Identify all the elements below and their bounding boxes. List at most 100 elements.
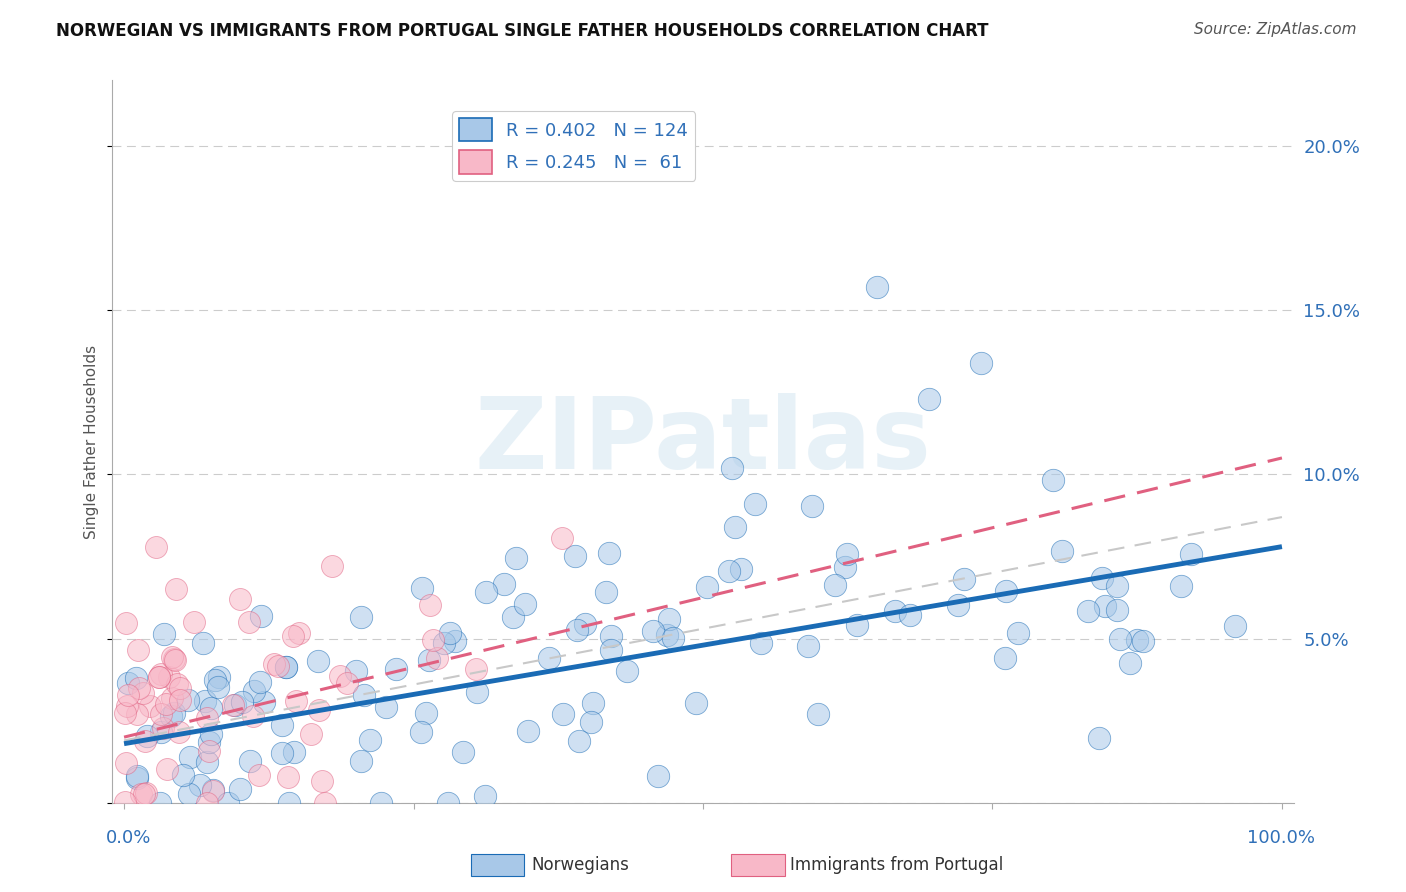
Point (160, 691, 183, 706)
Point (188, 779, 211, 793)
Point (375, 700, 398, 714)
Point (883, 604, 905, 618)
Point (229, 592, 252, 607)
Point (433, 636, 456, 650)
Point (117, 676, 139, 690)
Point (1170, 578, 1192, 592)
Point (550, 531, 572, 545)
Point (744, 497, 766, 511)
Point (139, 698, 162, 713)
Point (131, 686, 153, 700)
Point (195, 756, 218, 770)
Point (647, 769, 669, 783)
Point (1091, 571, 1114, 585)
Point (152, 721, 174, 735)
Point (124, 671, 146, 685)
Point (208, 670, 231, 684)
Point (250, 609, 273, 624)
Point (465, 684, 488, 698)
Point (1077, 604, 1099, 618)
Point (1132, 633, 1154, 648)
Point (163, 652, 186, 666)
Point (567, 623, 589, 637)
Point (195, 711, 218, 725)
Point (411, 582, 433, 596)
Point (344, 664, 367, 678)
Point (179, 749, 201, 764)
Point (350, 754, 373, 768)
Point (194, 694, 217, 708)
Point (242, 709, 264, 723)
Point (418, 653, 440, 667)
Point (724, 519, 747, 533)
Point (155, 697, 177, 711)
Point (994, 651, 1017, 665)
Point (281, 629, 304, 643)
Point (177, 787, 200, 801)
Point (283, 745, 305, 759)
Point (114, 795, 136, 809)
Point (136, 729, 159, 743)
Point (582, 696, 605, 710)
Point (299, 727, 322, 741)
Point (163, 652, 186, 666)
Point (288, 625, 311, 640)
Point (994, 584, 1017, 599)
Point (409, 724, 432, 739)
Legend: R = 0.402   N = 124, R = 0.245   N =  61: R = 0.402 N = 124, R = 0.245 N = 61 (453, 111, 696, 181)
Point (953, 572, 976, 586)
Point (321, 559, 343, 574)
Point (253, 695, 276, 709)
Point (284, 694, 307, 708)
Point (125, 706, 148, 721)
Point (353, 689, 375, 703)
Point (200, 701, 222, 715)
Point (415, 706, 437, 720)
Point (835, 548, 858, 562)
Point (796, 640, 818, 654)
Text: 0.0%: 0.0% (105, 829, 150, 847)
Point (145, 540, 167, 554)
Point (538, 651, 561, 665)
Text: ZIPatlas: ZIPatlas (475, 393, 931, 490)
Point (197, 796, 219, 810)
Point (150, 667, 173, 681)
Point (176, 692, 198, 706)
Point (276, 660, 298, 674)
Point (516, 723, 538, 738)
Point (247, 768, 270, 782)
Point (160, 650, 183, 665)
Point (117, 689, 139, 703)
Point (946, 598, 969, 612)
Point (217, 796, 239, 810)
Point (191, 636, 214, 650)
Point (474, 789, 496, 803)
Point (125, 769, 148, 783)
Point (148, 670, 170, 684)
Point (439, 625, 461, 640)
Point (696, 580, 718, 594)
Point (1094, 599, 1116, 614)
Point (238, 615, 260, 630)
Point (494, 577, 516, 591)
Point (336, 675, 359, 690)
Point (1180, 547, 1202, 561)
Point (172, 767, 194, 781)
Point (444, 633, 467, 648)
Text: Source: ZipAtlas.com: Source: ZipAtlas.com (1194, 22, 1357, 37)
Point (655, 628, 678, 642)
Point (359, 732, 381, 747)
Point (730, 562, 752, 576)
Point (159, 708, 181, 723)
Point (201, 783, 224, 797)
Point (148, 670, 170, 684)
Point (169, 693, 191, 707)
Point (513, 597, 536, 611)
Point (721, 460, 744, 475)
Point (551, 706, 574, 721)
Point (1007, 626, 1029, 640)
Point (505, 550, 527, 565)
Point (1126, 633, 1149, 648)
Point (1042, 473, 1064, 487)
Point (169, 681, 191, 696)
